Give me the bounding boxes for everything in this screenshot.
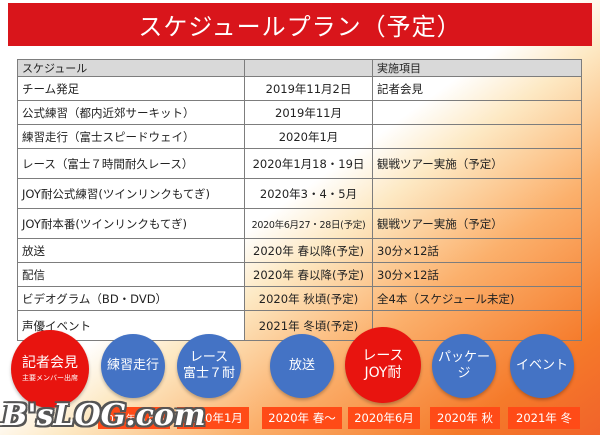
item-cell: [372, 178, 582, 209]
title-bar: スケジュールプラン（予定）: [8, 3, 592, 46]
table-row: JOY耐公式練習(ツインリンクもてぎ) 2020年3・4・5月: [17, 178, 582, 209]
date-box: 2020年 春～: [262, 407, 342, 429]
date-box: 2020年6月: [348, 407, 420, 429]
table-header-row: スケジュール 実施項目: [17, 59, 582, 77]
circle-label: 富士７耐: [182, 366, 235, 381]
item-cell: [372, 100, 582, 125]
event-cell: チーム発足: [17, 76, 245, 101]
date-cell: 2020年1月: [244, 124, 373, 149]
circle-label: 記者会見: [22, 355, 78, 372]
table-row: 練習走行（富士スピードウェイ） 2020年1月: [17, 124, 582, 149]
table-row: チーム発足 2019年11月2日 記者会見: [17, 76, 582, 101]
circle-practice-run: 練習走行: [101, 334, 165, 398]
item-cell: 全4本（スケジュール未定): [372, 286, 582, 311]
date-box: 2020年1月: [177, 407, 249, 429]
header-blank: [244, 59, 373, 77]
circle-label: 練習走行: [106, 358, 159, 374]
date-cell: 2019年11月: [244, 100, 373, 125]
item-cell: 観戦ツアー実施（予定）: [372, 208, 582, 239]
event-cell: 練習走行（富士スピードウェイ）: [17, 124, 245, 149]
date-box: 2020年 秋: [430, 407, 500, 429]
event-cell: レース（富士７時間耐久レース）: [17, 148, 245, 179]
circle-label: パッケージ: [437, 350, 490, 381]
header-item: 実施項目: [372, 59, 582, 77]
circle-package: パッケージ: [432, 334, 496, 398]
table-row: JOY耐本番(ツインリンクもてぎ) 2020年6月27・28日(予定) 観戦ツア…: [17, 208, 582, 239]
circle-press-conference: 記者会見 主要メンバー出席: [11, 330, 89, 408]
event-cell: 配信: [17, 262, 245, 287]
event-cell: 公式練習（都内近郊サーキット）: [17, 100, 245, 125]
date-cell: 2020年6月27・28日(予定): [244, 208, 373, 239]
circle-label: 放送: [288, 358, 315, 374]
circle-label: レース: [189, 350, 229, 366]
circle-race-joy: レース JOY耐: [345, 327, 421, 403]
table-row: 公式練習（都内近郊サーキット） 2019年11月: [17, 100, 582, 125]
site-logo: B'sLOG.com: [2, 398, 206, 433]
table-row: レース（富士７時間耐久レース） 2020年1月18・19日 観戦ツアー実施（予定…: [17, 148, 582, 179]
date-cell: 2019年11月2日: [244, 76, 373, 101]
item-cell: 30分×12話: [372, 238, 582, 263]
date-cell: 2020年 秋頃(予定): [244, 286, 373, 311]
page-title: スケジュールプラン（予定）: [138, 13, 462, 41]
circle-event: イベント: [510, 334, 574, 398]
date-cell: 2020年 春以降(予定): [244, 262, 373, 287]
item-cell: 観戦ツアー実施（予定）: [372, 148, 582, 179]
event-cell: ビデオグラム（BD・DVD）: [17, 286, 245, 311]
table-row: 配信 2020年 春以降(予定) 30分×12話: [17, 262, 582, 287]
table-row: 放送 2020年 春以降(予定) 30分×12話: [17, 238, 582, 263]
date-box: 2019年11月～: [98, 407, 170, 429]
item-cell: 30分×12話: [372, 262, 582, 287]
date-cell: 2020年1月18・19日: [244, 148, 373, 179]
schedule-table: スケジュール 実施項目 チーム発足 2019年11月2日 記者会見 公式練習（都…: [17, 59, 582, 341]
date-cell: 2020年3・4・5月: [244, 178, 373, 209]
circle-sublabel: 主要メンバー出席: [22, 374, 78, 383]
item-cell: 記者会見: [372, 76, 582, 101]
circle-label: JOY耐: [364, 365, 402, 381]
table-row: ビデオグラム（BD・DVD） 2020年 秋頃(予定) 全4本（スケジュール未定…: [17, 286, 582, 311]
date-cell: 2020年 春以降(予定): [244, 238, 373, 263]
header-schedule: スケジュール: [17, 59, 245, 77]
item-cell: [372, 124, 582, 149]
event-cell: JOY耐公式練習(ツインリンクもてぎ): [17, 178, 245, 209]
date-box: 2021年 冬: [508, 407, 580, 429]
circle-broadcast: 放送: [270, 334, 334, 398]
circle-label: イベント: [515, 358, 568, 374]
circle-race-fuji: レース 富士７耐: [177, 334, 241, 398]
circle-label: レース: [362, 348, 404, 365]
event-cell: 放送: [17, 238, 245, 263]
event-cell: JOY耐本番(ツインリンクもてぎ): [17, 208, 245, 239]
